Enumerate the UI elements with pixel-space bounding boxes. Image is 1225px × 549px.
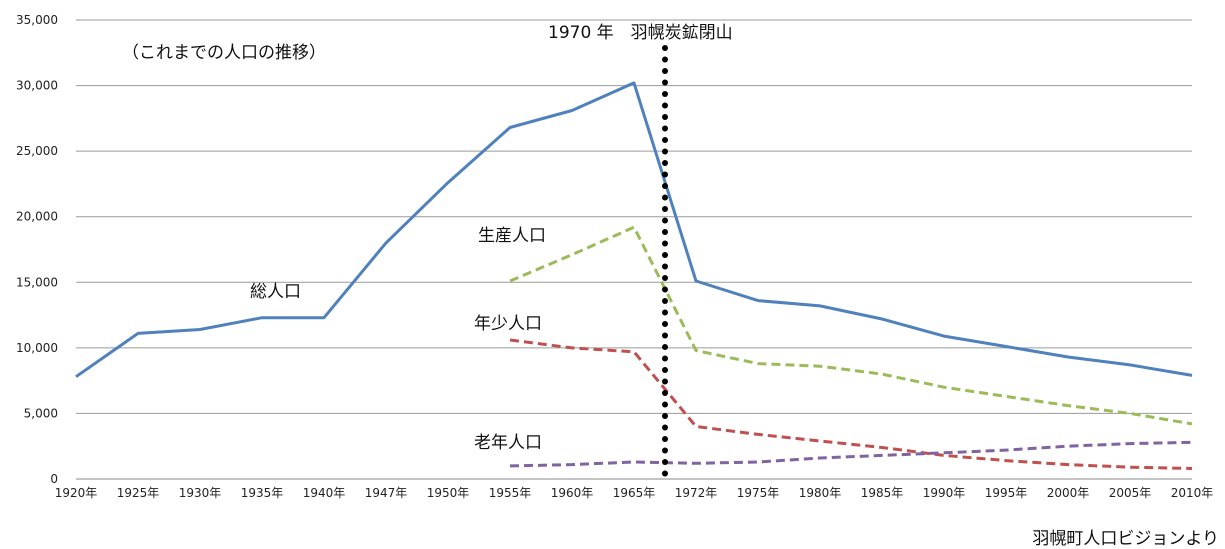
x-tick-label: 1920年 [55,486,98,500]
closure-dot [662,206,668,212]
closure-dot [662,183,668,189]
closure-marker [662,45,668,477]
y-tick-label: 35,000 [16,13,58,27]
closure-dot [662,344,668,350]
closure-dot [662,413,668,419]
x-tick-label: 1980年 [799,486,842,500]
closure-dot [662,367,668,373]
closure-dot [662,68,668,74]
y-tick-label: 5,000 [24,406,58,420]
closure-dot [662,171,668,178]
series-label-working: 生産人口 [478,226,546,246]
x-tick-label: 1975年 [737,486,780,500]
series-line-2 [509,338,1193,470]
x-tick-label: 1985年 [861,486,904,500]
series-label-total: 総人口 [250,282,301,302]
closure-dot [662,194,668,201]
closure-dot [662,424,668,431]
x-tick-label: 2005年 [1109,486,1152,500]
closure-dot [662,217,668,224]
closure-dot [662,378,668,385]
closure-dot [662,298,668,304]
x-tick-label: 2010年 [1171,486,1214,500]
series-label-elderly: 老年人口 [474,433,542,453]
closure-dot [662,332,668,339]
y-axis-ticks: 0 5,000 10,000 15,000 20,000 25,000 30,000 35,0… [16,13,58,486]
series-lines [75,81,1193,470]
x-tick-label: 1972年 [675,486,718,500]
closure-dot [662,240,668,247]
closure-dot [662,148,668,155]
series-label-young: 年少人口 [474,314,542,334]
closure-dot [662,459,668,465]
closure-dot [662,125,668,132]
closure-dot [662,263,668,270]
y-tick-label: 20,000 [16,210,58,224]
closure-dot [662,56,668,63]
x-tick-label: 1960年 [551,486,594,500]
closure-dot [662,309,668,316]
x-tick-label: 1925年 [117,486,160,500]
closure-dot [662,102,668,109]
closure-dot [662,286,668,293]
y-tick-label: 25,000 [16,144,58,158]
series-line-3 [509,440,1193,468]
x-tick-label: 1950年 [427,486,470,500]
x-tick-label: 2000年 [1047,486,1090,500]
source-note: 羽幌町人口ビジョンより [1032,529,1219,549]
series-line-1 [509,225,1193,426]
closure-dot [662,91,668,97]
x-tick-label: 1940年 [303,486,346,500]
x-tick-label: 1935年 [241,486,284,500]
closure-dot [662,114,668,120]
y-tick-label: 10,000 [16,341,58,355]
closure-dot [662,45,668,51]
closure-dot [662,390,668,396]
x-tick-label: 1995年 [985,486,1028,500]
chart-title: （これまでの人口の推移） [122,43,326,63]
closure-dot [662,321,668,327]
closure-dot [662,275,668,281]
y-tick-label: 0 [50,472,58,486]
grid-lines [76,19,1192,480]
closure-dot [662,137,668,143]
closure-annotation: 1970 年 羽幌炭鉱閉山 [548,23,733,43]
x-tick-label: 1947年 [365,486,408,500]
y-tick-label: 15,000 [16,275,58,289]
x-tick-label: 1965年 [613,486,656,500]
closure-dot [662,160,668,166]
x-axis-ticks: 1920年 1925年 1930年 1935年 1940年 1947年 1950年 1955年… [55,486,1214,500]
x-tick-label: 1930年 [179,486,222,500]
closure-dot [662,252,668,258]
closure-dot [662,436,668,442]
y-tick-label: 30,000 [16,79,58,93]
closure-dot [662,229,668,235]
closure-dot [662,447,668,454]
closure-dot [662,355,668,362]
x-tick-label: 1990年 [923,486,966,500]
series-line-0 [75,81,1193,378]
closure-dot [662,470,668,477]
closure-dot [662,79,668,86]
x-tick-label: 1955年 [489,486,532,500]
closure-dot [662,401,668,408]
